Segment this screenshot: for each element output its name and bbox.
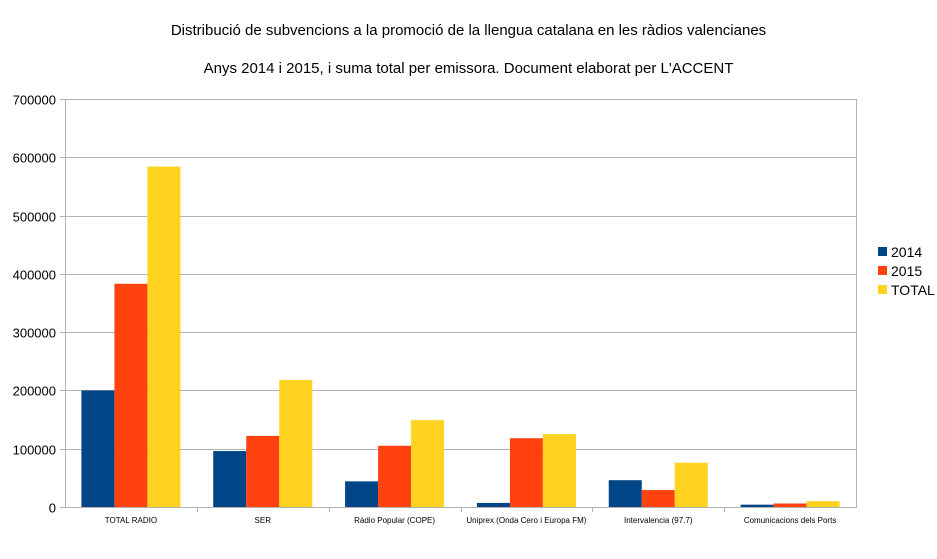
y-tick-label: 200000 [13,384,56,399]
bar-2015 [378,445,412,507]
y-tick-label: 0 [49,501,56,516]
plot-frame [65,99,857,508]
x-tick-label: Comunicacions dels Ports [744,516,836,525]
y-tick-label: 700000 [13,93,56,108]
bar-2014 [345,481,379,507]
bar-total [542,434,576,507]
legend-label: TOTAL [891,281,935,298]
bar-2014 [608,480,642,507]
y-tick-label: 400000 [13,268,56,283]
bar-total [411,420,445,507]
chart-subtitle: Anys 2014 i 2015, i suma total per emiss… [203,60,734,77]
bar-2014 [81,390,115,507]
x-tick-label: TOTAL RADIO [105,516,157,525]
bar-2014 [740,504,774,507]
y-tick-label: 100000 [13,443,56,458]
x-tick-label: Uniprex (Onda Cero i Europa FM) [466,516,586,525]
bar-total [674,462,708,507]
chart-title: Distribució de subvencions a la promoció… [170,22,767,39]
legend-item-total: TOTAL [878,280,935,299]
legend-item-2014: 2014 [878,242,935,261]
bar-2015 [509,438,543,507]
bar-2014 [213,451,247,507]
x-tick-label: Intervalencia (97.7) [624,516,693,525]
legend-label: 2015 [891,262,923,279]
legend: 2014 2015 TOTAL [878,242,935,299]
legend-swatch [878,266,887,275]
y-tick-label: 300000 [13,326,56,341]
legend-swatch [878,247,887,256]
bar-total [806,501,840,507]
x-tick-label: SER [255,516,272,525]
y-tick-label: 500000 [13,210,56,225]
legend-item-2015: 2015 [878,261,935,280]
y-tick-label: 600000 [13,151,56,166]
legend-label: 2014 [891,243,923,260]
bar-2015 [114,283,148,507]
bar-2015 [773,503,807,507]
x-tick-label: Ràdio Popular (COPE) [354,516,435,525]
bar-total [147,166,181,507]
bar-total [279,379,313,507]
bar-2015 [641,490,675,507]
bar-2015 [246,435,280,507]
legend-swatch [878,285,887,294]
bar-2014 [476,502,510,507]
